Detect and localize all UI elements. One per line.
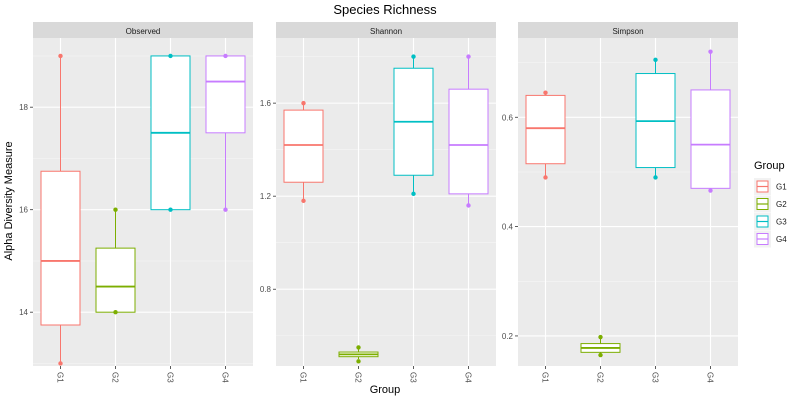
data-point	[411, 54, 416, 59]
box-body	[525, 94, 566, 165]
data-point	[466, 54, 471, 59]
box-g4	[205, 53, 246, 212]
x-tick-label: G2	[111, 372, 120, 383]
box-g3	[393, 54, 434, 197]
data-point	[58, 361, 63, 366]
box-g2	[95, 207, 136, 315]
data-point	[598, 334, 603, 340]
x-tick-label: G4	[221, 372, 230, 383]
data-point	[708, 49, 713, 54]
legend-label: G2	[776, 200, 787, 209]
data-point	[58, 53, 63, 59]
facet-panels: Observed 14 16 18 G1 G2 G3 G4 Shannon 0.8 1.2 1.6 G1…	[19, 22, 738, 383]
x-tick-label: G4	[464, 372, 473, 383]
legend-label: G4	[776, 235, 787, 244]
box-g4	[690, 49, 731, 193]
data-point	[598, 352, 603, 358]
box-body	[40, 170, 81, 326]
y-tick-label: 14	[19, 308, 28, 317]
chart-title: Species Richness	[333, 2, 437, 17]
y-axis-title: Alpha Diversity Measure	[3, 141, 15, 260]
legend: Group G1 G2 G3 G4	[754, 160, 787, 248]
box-body	[283, 109, 324, 183]
y-tick-label: 0.8	[260, 285, 272, 294]
box-g1	[525, 90, 566, 180]
box-g2	[338, 345, 379, 364]
box-body	[205, 55, 246, 134]
data-point	[223, 53, 228, 59]
x-tick-label: G1	[541, 372, 550, 383]
x-tick-label: G3	[409, 372, 418, 383]
box-g1	[283, 100, 324, 204]
data-point	[301, 100, 306, 106]
box-body	[448, 88, 489, 195]
data-point	[356, 359, 361, 364]
data-point	[543, 90, 548, 95]
data-point	[168, 53, 173, 59]
box-g3	[150, 53, 191, 212]
data-point	[113, 309, 118, 315]
x-tick-label: G2	[354, 372, 363, 383]
x-tick-label: G2	[596, 372, 605, 383]
data-point	[653, 57, 658, 63]
y-tick-label: 1.6	[260, 99, 272, 108]
facet-strip	[33, 22, 253, 38]
box-g4	[448, 54, 489, 208]
x-tick-label: G1	[56, 372, 65, 383]
x-tick-label: G1	[299, 372, 308, 383]
data-point	[168, 207, 173, 212]
facet-simpson: Simpson 0.2 0.4 0.6 G1 G2 G3 G4	[502, 22, 738, 383]
facet-shannon: Shannon 0.8 1.2 1.6 G1 G2 G3 G4	[260, 22, 496, 383]
data-point	[356, 345, 361, 350]
y-tick-label: 1.2	[260, 192, 272, 201]
y-tick-label: 0.4	[502, 223, 514, 232]
box-g2	[580, 334, 621, 358]
facet-strip-label: Shannon	[370, 27, 402, 36]
legend-label: G1	[776, 183, 787, 192]
x-tick-label: G4	[706, 372, 715, 383]
panel-background	[276, 38, 496, 366]
y-tick-label: 0.6	[502, 113, 514, 122]
box-body	[95, 247, 136, 313]
data-point	[543, 175, 548, 180]
box-body	[690, 89, 731, 189]
y-tick-label: 18	[19, 103, 28, 112]
data-point	[411, 191, 416, 197]
facet-strip-label: Simpson	[612, 27, 643, 36]
y-tick-label: 0.2	[502, 332, 514, 341]
facet-strip	[518, 22, 738, 38]
box-g1	[40, 53, 81, 366]
data-point	[653, 175, 658, 180]
data-point	[466, 203, 471, 208]
facet-strip	[276, 22, 496, 38]
data-point	[113, 207, 118, 212]
data-point	[708, 188, 713, 193]
panel-background	[518, 38, 738, 366]
y-tick-label: 16	[19, 206, 28, 215]
facet-strip-label: Observed	[126, 27, 161, 36]
legend-label: G3	[776, 218, 787, 227]
x-tick-label: G3	[651, 372, 660, 383]
box-g3	[635, 57, 676, 180]
x-axis-title: Group	[370, 384, 401, 396]
data-point	[301, 198, 306, 204]
facet-observed: Observed 14 16 18 G1 G2 G3 G4	[19, 22, 253, 383]
legend-title: Group	[754, 160, 785, 172]
data-point	[223, 207, 228, 212]
x-tick-label: G3	[166, 372, 175, 383]
